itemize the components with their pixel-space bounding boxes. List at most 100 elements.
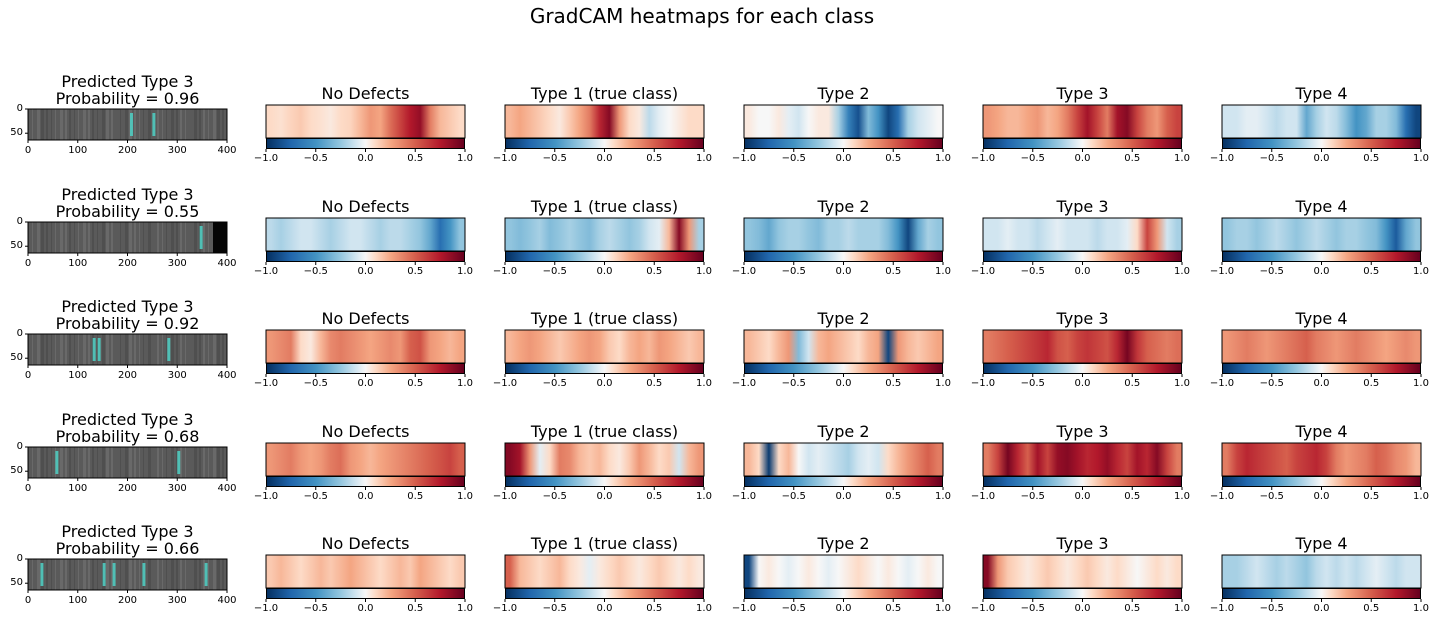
colorbar-tick-label: −0.5	[542, 378, 567, 389]
steel-texture-stripe	[88, 109, 90, 140]
image-title: Predicted Type 3 Probability = 0.55	[8, 186, 248, 220]
steel-texture-stripe	[203, 222, 205, 253]
colorbar-tick-label: −1.0	[731, 266, 757, 277]
steel-texture-stripe	[176, 334, 178, 365]
steel-texture-stripe	[46, 222, 48, 253]
steel-texture-stripe	[143, 222, 144, 253]
colorbar-tick-label: −1.0	[492, 603, 518, 614]
heatmap-title: Type 1 (true class)	[530, 197, 679, 216]
steel-texture-stripe	[213, 559, 216, 590]
colorbar-tick-label: 0.0	[1313, 153, 1330, 164]
steel-texture-stripe	[69, 222, 71, 253]
steel-texture-stripe	[217, 559, 220, 590]
colorbar-tick-label: −0.5	[303, 378, 328, 389]
probability-label: Probability = 0.68	[55, 427, 200, 446]
heatmap-title: Type 1 (true class)	[530, 84, 679, 103]
steel-texture-stripe	[129, 559, 132, 590]
steel-texture-stripe	[222, 559, 224, 590]
steel-texture-stripe	[148, 559, 151, 590]
colorbar-tick-label: 0.5	[407, 378, 424, 389]
steel-texture-stripe	[199, 447, 201, 478]
image-x-tick-label: 100	[68, 595, 88, 606]
heatmap-cell-band	[505, 555, 704, 588]
steel-texture-stripe	[139, 222, 140, 253]
heatmap-title: Type 3	[1056, 534, 1109, 553]
steel-texture-stripe	[176, 222, 178, 253]
heatmap-cell-band	[505, 330, 704, 363]
steel-texture-stripe	[148, 109, 151, 140]
heatmap-cell-band	[266, 105, 465, 138]
colorbar-tick-label: 0.5	[1363, 266, 1380, 277]
colorbar-tick-label: 0.5	[885, 153, 902, 164]
steel-texture-stripe	[46, 559, 48, 590]
heatmap-title: Type 1 (true class)	[530, 534, 679, 553]
image-y-tick-label: 50	[10, 352, 23, 364]
steel-texture-stripe	[203, 109, 205, 140]
steel-texture-stripe	[32, 334, 33, 365]
image-x-tick-label: 300	[167, 483, 187, 494]
colorbar	[983, 588, 1182, 599]
colorbar-tick-label: 0.5	[646, 378, 663, 389]
image-y-tick-label: 0	[16, 103, 23, 114]
colorbar	[505, 138, 704, 149]
colorbar-tick-label: −0.5	[542, 491, 567, 502]
steel-texture-stripe	[102, 447, 105, 478]
steel-texture-stripe	[166, 447, 167, 478]
heatmap-title: No Defects	[321, 422, 410, 441]
colorbar-tick-label: 1.0	[696, 153, 712, 164]
steel-texture-stripe	[199, 334, 201, 365]
colorbar-tick-label: 0.0	[1313, 491, 1330, 502]
image-x-tick-label: 200	[117, 595, 138, 606]
image-x-tick-label: 0	[24, 370, 32, 381]
colorbar-tick-label: −0.5	[542, 603, 567, 614]
heatmap-cell-band	[1222, 443, 1421, 476]
steel-texture-stripe	[180, 447, 182, 478]
steel-texture-stripe	[134, 559, 136, 590]
defect-mark	[92, 338, 96, 361]
colorbar-tick-label: 0.5	[1124, 603, 1141, 614]
colorbar-tick-label: 0.5	[885, 603, 902, 614]
colorbar	[266, 363, 465, 374]
colorbar	[983, 138, 1182, 149]
steel-texture-stripe	[129, 334, 132, 365]
defect-mark	[55, 451, 59, 474]
colorbar	[1222, 138, 1421, 149]
image-title: Predicted Type 3 Probability = 0.66	[8, 523, 248, 557]
defect-mark	[199, 226, 203, 249]
steel-texture-stripe	[65, 559, 67, 590]
colorbar-tick-label: −0.5	[1259, 378, 1284, 389]
colorbar-tick-label: 0.0	[1074, 378, 1091, 389]
steel-texture-stripe	[180, 109, 182, 140]
colorbar	[505, 476, 704, 487]
colorbar-tick-label: −0.5	[1020, 266, 1045, 277]
predicted-class-label: Predicted Type 3	[61, 410, 194, 429]
steel-texture-stripe	[41, 109, 44, 140]
steel-texture-stripe	[171, 447, 174, 478]
colorbar-tick-label: 1.0	[935, 491, 951, 502]
steel-texture-stripe	[69, 334, 71, 365]
colorbar-tick-label: −1.0	[492, 378, 518, 389]
colorbar-tick-label: 0.5	[407, 153, 424, 164]
steel-texture-stripe	[88, 222, 90, 253]
steel-texture-stripe	[37, 334, 40, 365]
predicted-class-label: Predicted Type 3	[61, 522, 194, 541]
steel-texture-stripe	[32, 447, 33, 478]
steel-texture-stripe	[65, 334, 67, 365]
steel-texture-stripe	[78, 222, 79, 253]
steel-texture-stripe	[166, 222, 167, 253]
steel-texture-stripe	[139, 109, 140, 140]
image-x-tick-label: 200	[117, 258, 138, 269]
steel-texture-stripe	[78, 559, 79, 590]
colorbar-tick-label: 0.0	[596, 266, 613, 277]
image-title: Predicted Type 3 Probability = 0.96	[8, 73, 248, 107]
steel-texture-stripe	[102, 334, 105, 365]
steel-texture-stripe	[32, 109, 33, 140]
steel-texture-stripe	[162, 559, 163, 590]
heatmap-cell-band	[744, 330, 943, 363]
steel-texture-stripe	[213, 334, 216, 365]
steel-texture-stripe	[217, 447, 220, 478]
colorbar-tick-label: 1.0	[1413, 266, 1429, 277]
colorbar	[983, 251, 1182, 262]
steel-texture-stripe	[213, 447, 216, 478]
heatmap-title: Type 3	[1056, 84, 1109, 103]
